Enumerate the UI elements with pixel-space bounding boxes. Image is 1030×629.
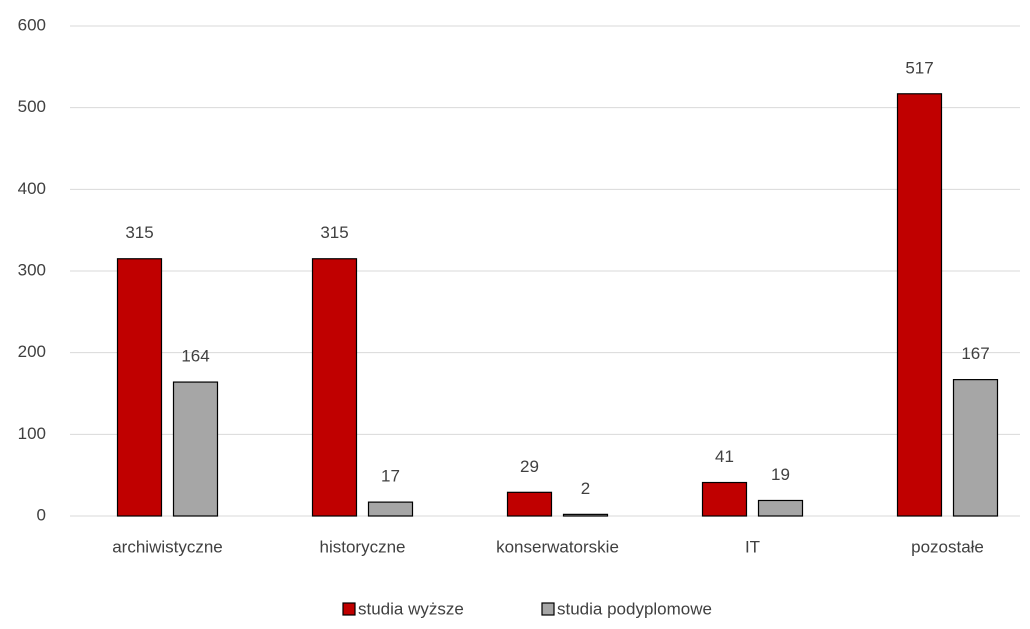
bar <box>506 491 553 517</box>
legend-swatch <box>541 602 555 616</box>
y-tick-label: 500 <box>18 97 46 116</box>
bar <box>311 258 358 517</box>
bar <box>757 499 804 517</box>
x-tick-label: IT <box>745 537 760 556</box>
y-tick-label: 400 <box>18 179 46 198</box>
y-tick-label: 300 <box>18 260 46 279</box>
data-label: 315 <box>125 223 153 242</box>
bar <box>116 258 163 517</box>
data-label: 29 <box>520 457 539 476</box>
x-tick-label: archiwistyczne <box>112 537 223 556</box>
data-label: 315 <box>320 223 348 242</box>
data-label: 19 <box>771 465 790 484</box>
data-label: 517 <box>905 58 933 77</box>
x-tick-label: historyczne <box>320 537 406 556</box>
legend-swatch <box>342 602 356 616</box>
bar <box>701 481 748 517</box>
bar <box>562 513 609 517</box>
data-label: 2 <box>581 479 590 498</box>
y-tick-label: 0 <box>37 505 46 524</box>
bar <box>172 381 219 517</box>
x-tick-label: konserwatorskie <box>496 537 619 556</box>
y-tick-label: 100 <box>18 424 46 443</box>
data-label: 164 <box>181 347 209 366</box>
data-label: 167 <box>961 344 989 363</box>
data-label: 17 <box>381 467 400 486</box>
legend-label: studia wyższe <box>358 599 464 618</box>
y-tick-label: 600 <box>18 15 46 34</box>
data-label: 41 <box>715 447 734 466</box>
bar <box>896 93 943 517</box>
y-tick-label: 200 <box>18 342 46 361</box>
legend-label: studia podyplomowe <box>557 599 712 618</box>
x-tick-label: pozostałe <box>911 537 984 556</box>
bar <box>367 501 414 517</box>
bar <box>952 379 999 517</box>
